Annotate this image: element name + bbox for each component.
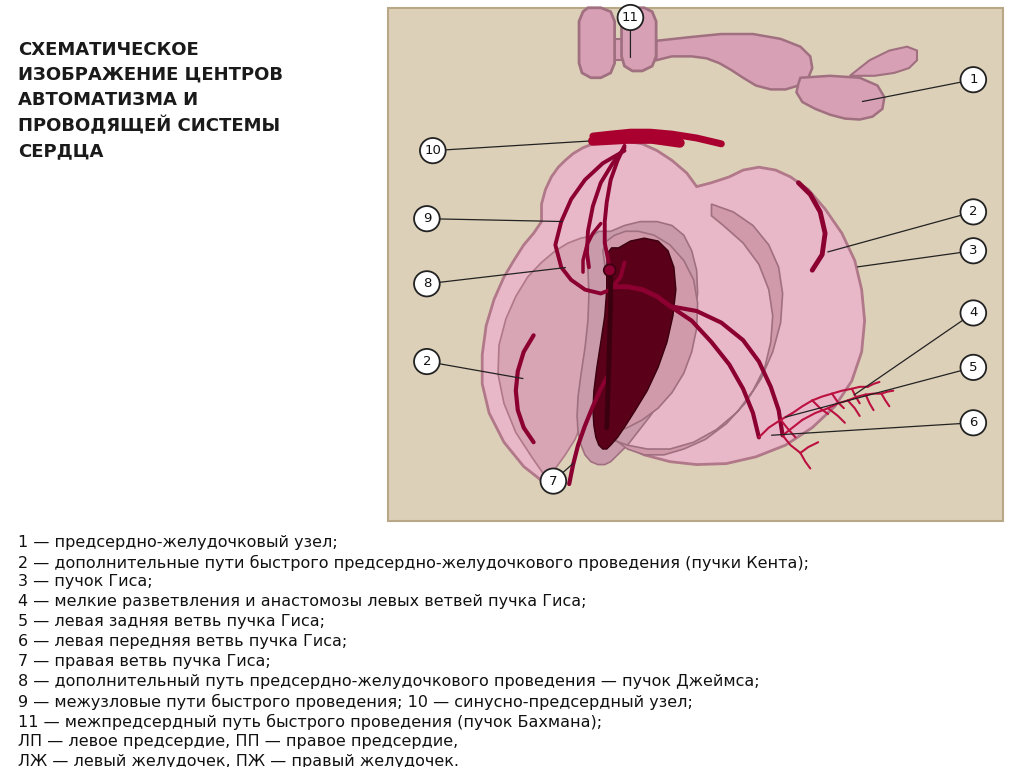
Text: ЛЖ — левый желудочек, ПЖ — правый желудочек.: ЛЖ — левый желудочек, ПЖ — правый желудо… [17, 754, 458, 767]
Text: СХЕМАТИЧЕСКОЕ
ИЗОБРАЖЕНИЕ ЦЕНТРОВ
АВТОМАТИЗМА И
ПРОВОДЯЩЕЙ СИСТЕМЫ
СЕРДЦА: СХЕМАТИЧЕСКОЕ ИЗОБРАЖЕНИЕ ЦЕНТРОВ АВТОМА… [17, 41, 282, 161]
Text: 11 — межпредсердный путь быстрого проведения (пучок Бахмана);: 11 — межпредсердный путь быстрого провед… [17, 714, 602, 730]
Circle shape [961, 410, 986, 436]
Circle shape [961, 355, 986, 380]
Circle shape [414, 349, 440, 374]
Text: 5 — левая задняя ветвь пучка Гиса;: 5 — левая задняя ветвь пучка Гиса; [17, 614, 324, 629]
Text: 3: 3 [969, 244, 978, 257]
Polygon shape [622, 8, 656, 71]
Text: 1: 1 [969, 73, 978, 86]
Circle shape [414, 206, 440, 232]
Text: 8 — дополнительный путь предсердно-желудочкового проведения — пучок Джеймса;: 8 — дополнительный путь предсердно-желуд… [17, 674, 759, 689]
Circle shape [618, 5, 643, 30]
Circle shape [961, 199, 986, 225]
Text: 2: 2 [422, 355, 431, 368]
Text: 4 — мелкие разветвления и анастомозы левых ветвей пучка Гиса;: 4 — мелкие разветвления и анастомозы лев… [17, 594, 586, 609]
Text: 5: 5 [969, 361, 978, 374]
Circle shape [961, 67, 986, 92]
Polygon shape [579, 8, 615, 77]
Polygon shape [581, 39, 656, 61]
Polygon shape [656, 34, 812, 90]
Text: ЛП — левое предсердие, ПП — правое предсердие,: ЛП — левое предсердие, ПП — правое предс… [17, 734, 458, 749]
Circle shape [604, 265, 616, 276]
Text: 3 — пучок Гиса;: 3 — пучок Гиса; [17, 574, 152, 589]
Circle shape [414, 272, 440, 296]
Circle shape [961, 238, 986, 263]
Text: 10: 10 [425, 144, 441, 157]
Text: 11: 11 [622, 11, 639, 24]
Polygon shape [482, 141, 864, 486]
Text: 9: 9 [422, 212, 431, 225]
Polygon shape [593, 238, 676, 449]
Text: 8: 8 [422, 278, 431, 290]
Polygon shape [797, 76, 885, 120]
Text: 2 — дополнительные пути быстрого предсердно-желудочкового проведения (пучки Кент: 2 — дополнительные пути быстрого предсер… [17, 555, 809, 571]
Bar [389, 8, 1003, 521]
Text: 1 — предсердно-желудочковый узел;: 1 — предсердно-желудочковый узел; [17, 535, 338, 549]
Polygon shape [850, 47, 917, 76]
Text: 6: 6 [969, 416, 978, 430]
Circle shape [540, 469, 566, 494]
Text: 7: 7 [549, 475, 558, 488]
Text: 6 — левая передняя ветвь пучка Гиса;: 6 — левая передняя ветвь пучка Гиса; [17, 634, 347, 649]
Circle shape [961, 301, 986, 325]
Text: 4: 4 [969, 307, 978, 319]
Circle shape [420, 138, 446, 163]
Text: 7 — правая ветвь пучка Гиса;: 7 — правая ветвь пучка Гиса; [17, 654, 270, 669]
Polygon shape [577, 222, 698, 465]
Polygon shape [498, 236, 630, 481]
Polygon shape [596, 204, 783, 455]
Text: 9 — межузловые пути быстрого проведения; 10 — синусно-предсердный узел;: 9 — межузловые пути быстрого проведения;… [17, 694, 693, 710]
Text: 2: 2 [969, 206, 978, 219]
